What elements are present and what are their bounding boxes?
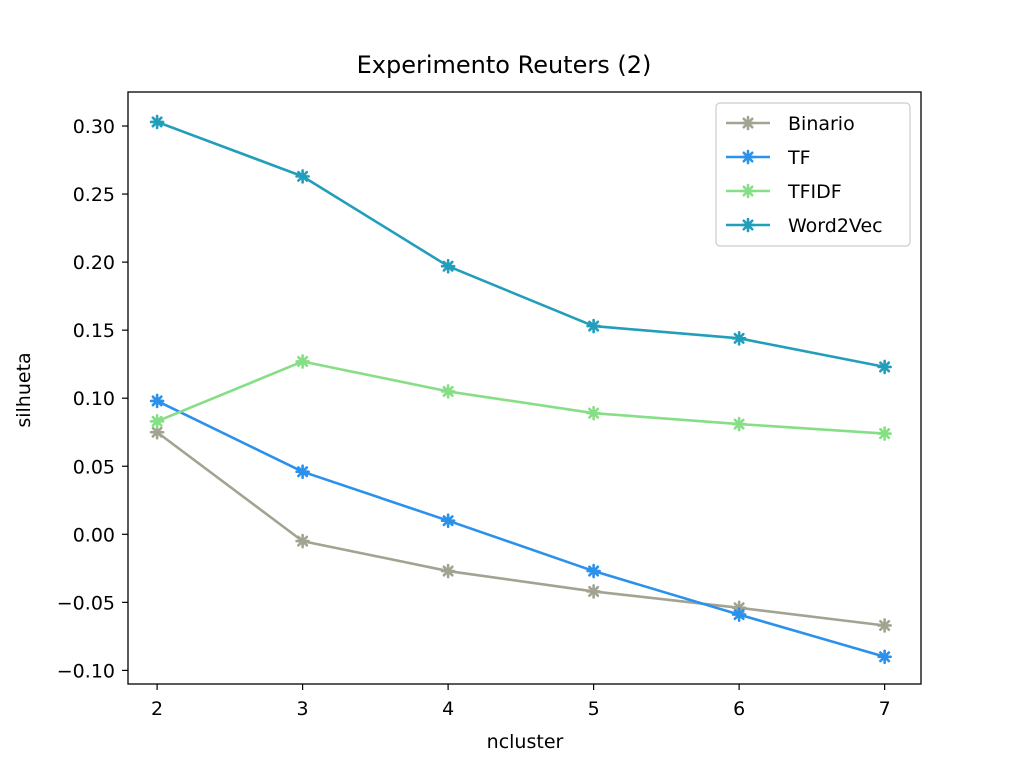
x-axis: 2 3 4 5 6 7 [151, 684, 891, 720]
series-line [156, 399, 885, 659]
legend-item: Word2Vec [726, 215, 883, 237]
data-point [295, 169, 310, 184]
data-point [295, 533, 310, 549]
data-point [149, 114, 165, 130]
y-tick-label: 0.10 [73, 388, 115, 410]
data-point [877, 426, 892, 441]
series-tfidf [149, 354, 892, 441]
data-point [149, 393, 165, 409]
legend-label: Binario [788, 113, 855, 135]
x-tick-label: 5 [588, 698, 600, 720]
data-point [440, 384, 456, 399]
legend: Binario TF TFIDF Word2Vec [715, 102, 911, 247]
y-tick-label: 0.20 [73, 252, 115, 274]
y-tick-label: 0.00 [73, 524, 115, 546]
data-point [295, 354, 310, 369]
x-tick-label: 4 [442, 698, 454, 720]
x-tick-label: 3 [297, 698, 309, 720]
legend-box [715, 102, 911, 247]
legend-label: TF [787, 147, 811, 169]
data-point [731, 331, 747, 346]
data-point [877, 359, 892, 375]
data-point [731, 607, 747, 622]
series-layer [149, 114, 892, 665]
legend-item: Binario [726, 113, 855, 135]
series-tf [149, 393, 892, 665]
y-tick-label: 0.05 [73, 456, 115, 478]
data-point [586, 318, 601, 334]
legend-marker [740, 149, 756, 165]
y-tick-label: 0.15 [73, 320, 115, 342]
y-tick-label: 0.25 [73, 184, 115, 206]
chart-title: Experimento Reuters (2) [357, 51, 652, 79]
data-point [440, 258, 456, 274]
plot-frame [127, 91, 922, 685]
data-point [149, 414, 165, 429]
y-tick-label: −0.10 [57, 660, 115, 682]
x-tick-label: 6 [733, 698, 745, 720]
data-point [877, 618, 892, 633]
data-point [440, 513, 456, 528]
legend-marker [740, 115, 756, 131]
legend-item: TFIDF [726, 181, 842, 203]
data-point [877, 649, 892, 665]
y-tick-label: −0.05 [57, 592, 115, 614]
series-binario [149, 424, 892, 633]
y-axis-label: silhueta [13, 352, 35, 427]
y-axis: −0.10 −0.05 0.00 0.05 0.10 0.15 0.20 0.25 0.30 [57, 116, 128, 682]
legend-item: TF [726, 147, 811, 169]
legend-marker [740, 183, 756, 199]
legend-marker [740, 217, 756, 233]
legend-label: TFIDF [787, 181, 842, 203]
series-line [156, 431, 885, 627]
y-tick-label: 0.30 [73, 116, 115, 138]
series-line [156, 120, 885, 369]
series-line [156, 360, 885, 435]
x-axis-label: ncluster [487, 731, 564, 753]
legend-label: Word2Vec [788, 215, 883, 237]
data-point [440, 563, 456, 579]
data-point [586, 563, 601, 579]
data-point [731, 416, 747, 432]
data-point [586, 405, 601, 421]
series-word2vec [149, 114, 892, 375]
x-tick-label: 7 [879, 698, 891, 720]
data-point [586, 584, 601, 599]
data-point [295, 464, 310, 479]
x-tick-label: 2 [151, 698, 163, 720]
